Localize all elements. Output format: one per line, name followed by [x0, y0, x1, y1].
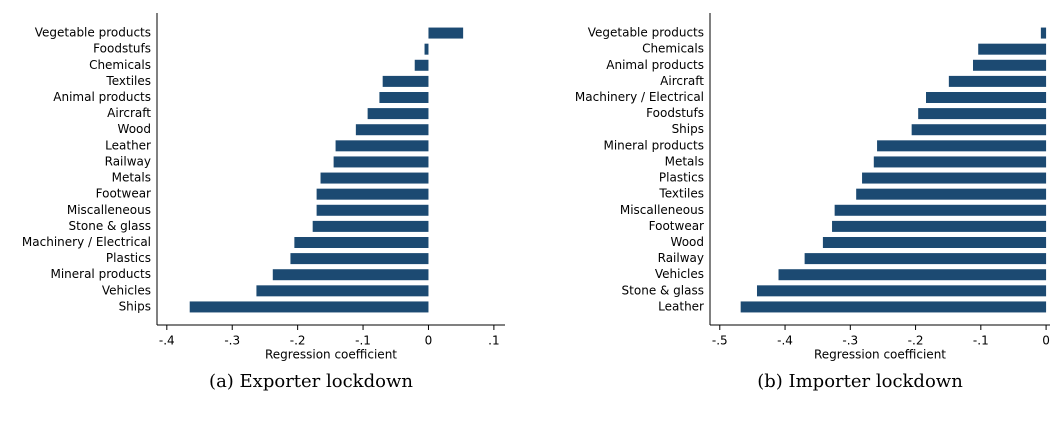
x-axis-label: Regression coefficient [814, 348, 946, 362]
category-label: Stone & glass [622, 283, 704, 297]
category-label: Plastics [659, 171, 704, 185]
x-tick-label: -.2 [908, 334, 924, 348]
category-label: Textiles [105, 74, 151, 88]
bar [1040, 27, 1047, 39]
category-label: Stone & glass [69, 219, 151, 233]
category-label: Aircraft [107, 106, 151, 120]
x-tick-label: -.4 [777, 334, 793, 348]
bar [778, 269, 1047, 281]
bar [272, 269, 429, 281]
x-axis-label: Regression coefficient [265, 348, 397, 362]
bar [379, 92, 429, 103]
bar [256, 285, 429, 297]
category-label: Machinery / Electrical [22, 235, 151, 249]
bar [856, 188, 1047, 200]
category-label: Leather [658, 299, 704, 313]
category-label: Metals [665, 154, 704, 168]
bar [414, 59, 429, 71]
category-label: Mineral products [50, 267, 151, 281]
category-label: Vegetable products [588, 26, 704, 40]
x-tick-label: -.1 [973, 334, 989, 348]
bar [918, 108, 1047, 120]
category-label: Animal products [53, 90, 151, 104]
category-label: Animal products [606, 58, 704, 72]
category-label: Mineral products [603, 138, 704, 152]
category-label: Ships [672, 122, 704, 136]
bar [873, 156, 1047, 168]
x-tick-label: 0 [1042, 334, 1050, 348]
bar [832, 220, 1047, 232]
bar [948, 75, 1047, 87]
category-label: Foodstufs [93, 42, 151, 56]
bar [316, 204, 429, 216]
category-label: Vehicles [655, 267, 704, 281]
category-label: Textiles [658, 187, 704, 201]
category-label: Miscalleneous [67, 203, 151, 217]
bar [862, 172, 1047, 184]
caption: (b) Importer lockdown [757, 371, 963, 392]
bar [911, 124, 1047, 136]
bar [333, 156, 429, 168]
category-label: Chemicals [642, 42, 704, 56]
bar [316, 188, 429, 200]
category-label: Footwear [649, 219, 704, 233]
bar [312, 220, 429, 232]
bar [822, 237, 1047, 248]
bar [804, 253, 1047, 265]
x-tick-label: -.3 [842, 334, 858, 348]
bar [834, 204, 1047, 216]
bar [189, 301, 429, 313]
bar [877, 140, 1047, 152]
bar [382, 75, 429, 87]
x-tick-label: 0 [425, 334, 433, 348]
category-label: Wood [118, 122, 151, 136]
category-label: Aircraft [660, 74, 704, 88]
bar [756, 285, 1047, 297]
x-tick-label: -.1 [355, 334, 371, 348]
category-label: Leather [105, 138, 151, 152]
x-tick-label: -.5 [712, 334, 728, 348]
caption: (a) Exporter lockdown [209, 371, 413, 392]
category-label: Footwear [96, 187, 151, 201]
category-label: Vehicles [102, 283, 151, 297]
category-label: Chemicals [89, 58, 151, 72]
x-tick-label: -.2 [290, 334, 306, 348]
category-label: Machinery / Electrical [575, 90, 704, 104]
category-label: Wood [671, 235, 704, 249]
bar [320, 172, 429, 184]
category-label: Plastics [106, 251, 151, 265]
bar [367, 108, 429, 120]
x-tick-label: -.3 [224, 334, 240, 348]
bar [424, 43, 429, 55]
bar [428, 27, 464, 39]
x-tick-label: -.4 [159, 334, 175, 348]
bar [290, 253, 429, 265]
category-label: Metals [112, 171, 151, 185]
category-label: Foodstufs [646, 106, 704, 120]
category-label: Vegetable products [35, 26, 151, 40]
category-label: Railway [658, 251, 704, 265]
bar [926, 92, 1047, 103]
category-label: Ships [119, 299, 151, 313]
bar [740, 301, 1047, 313]
bar [335, 140, 429, 152]
bar [355, 124, 429, 136]
bar [294, 237, 429, 248]
bar [972, 59, 1047, 71]
category-label: Railway [105, 154, 151, 168]
category-label: Miscalleneous [620, 203, 704, 217]
bar [978, 43, 1047, 55]
x-tick-label: .1 [488, 334, 499, 348]
